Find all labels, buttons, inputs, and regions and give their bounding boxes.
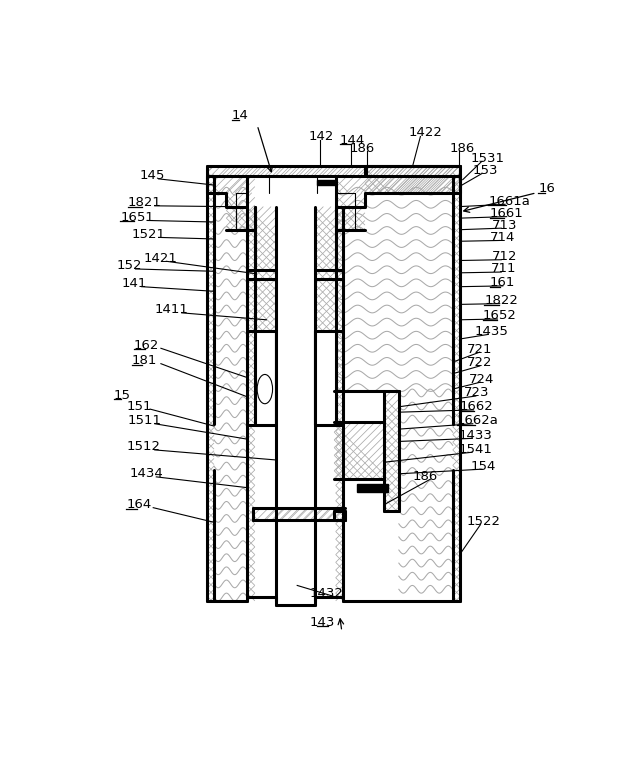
Text: 1435: 1435 — [474, 325, 508, 338]
Text: 145: 145 — [140, 169, 164, 182]
Text: 1422: 1422 — [409, 126, 443, 139]
Text: 1411: 1411 — [155, 303, 189, 317]
Text: 712: 712 — [492, 250, 518, 263]
Text: 1541: 1541 — [459, 442, 493, 455]
Text: 141: 141 — [122, 277, 147, 290]
Text: 1661a: 1661a — [488, 195, 530, 208]
Text: 1662: 1662 — [460, 401, 493, 413]
Text: 1522: 1522 — [467, 515, 500, 528]
Polygon shape — [357, 484, 388, 492]
Text: 723: 723 — [464, 387, 490, 399]
Text: 1651: 1651 — [120, 211, 154, 224]
Text: 15: 15 — [114, 389, 131, 401]
Text: 1521: 1521 — [132, 228, 166, 241]
Text: 711: 711 — [492, 262, 516, 276]
Text: 1822: 1822 — [484, 294, 518, 307]
Text: 161: 161 — [490, 276, 515, 290]
Text: 164: 164 — [126, 498, 152, 511]
Text: 143: 143 — [310, 616, 335, 629]
Text: 1512: 1512 — [127, 440, 161, 453]
Text: 721: 721 — [467, 343, 492, 356]
Text: 1531: 1531 — [470, 151, 504, 164]
Text: 1511: 1511 — [128, 414, 162, 427]
Text: 162: 162 — [134, 339, 159, 352]
Text: 724: 724 — [469, 373, 494, 385]
Text: 1662a: 1662a — [456, 414, 499, 427]
Text: 1433: 1433 — [459, 428, 493, 442]
Text: 713: 713 — [492, 218, 518, 232]
Text: 186: 186 — [349, 141, 375, 154]
Text: 142: 142 — [308, 130, 334, 143]
Text: 144: 144 — [340, 134, 365, 147]
Polygon shape — [317, 180, 336, 185]
Text: 186: 186 — [450, 141, 475, 154]
Text: 1434: 1434 — [129, 467, 163, 480]
Text: 16: 16 — [538, 182, 555, 195]
Text: 714: 714 — [490, 231, 515, 244]
Text: 152: 152 — [116, 259, 141, 273]
Text: 1421: 1421 — [143, 252, 177, 265]
Text: 153: 153 — [473, 164, 499, 177]
Text: 722: 722 — [467, 357, 492, 370]
Text: 154: 154 — [470, 459, 496, 472]
Text: 186: 186 — [413, 469, 438, 482]
Text: 1652: 1652 — [483, 310, 516, 323]
Text: 1821: 1821 — [128, 196, 162, 209]
Text: 151: 151 — [126, 400, 152, 412]
Text: 1661: 1661 — [490, 207, 524, 220]
Text: 1432: 1432 — [310, 587, 344, 600]
Text: 181: 181 — [132, 354, 157, 367]
Text: 14: 14 — [232, 110, 248, 122]
